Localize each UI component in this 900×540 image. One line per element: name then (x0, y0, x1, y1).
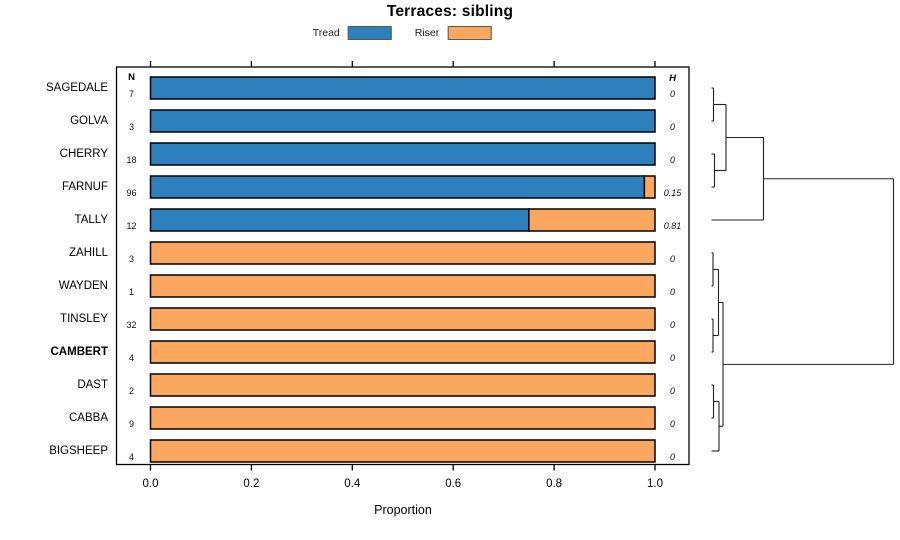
h-column-header: H (669, 73, 676, 84)
row-label: TALLY (74, 214, 108, 226)
row-label: WAYDEN (58, 280, 108, 292)
legend: Tread Riser (313, 25, 492, 41)
bar-segment-riser (528, 208, 656, 232)
row-n-value: 4 (128, 452, 134, 462)
legend-item-riser: Riser (415, 26, 492, 40)
row-n-value: 32 (126, 320, 137, 330)
bar-segment-riser (149, 373, 656, 397)
row-label: CABBA (69, 412, 108, 424)
row-label: ZAHILL (69, 247, 108, 259)
row-h-value: 0 (669, 155, 675, 165)
n-column-header: N (128, 72, 135, 83)
bar-segment-riser (643, 175, 656, 199)
row-n-value: 96 (126, 188, 137, 198)
bar-segment-tread (149, 175, 646, 199)
row-h-value: 0 (669, 89, 675, 99)
row-n-value: 7 (128, 89, 134, 99)
row-label: FARNUF (62, 181, 108, 193)
legend-label-tread: Tread (312, 27, 340, 39)
row-n-value: 18 (126, 155, 137, 165)
row-h-value: 0 (669, 320, 675, 330)
row-label: BIGSHEEP (49, 445, 108, 457)
bar-segment-riser (149, 439, 656, 463)
bar-segment-tread (149, 208, 530, 232)
row-label: CAMBERT (50, 346, 109, 358)
x-tick-label: 0.0 (142, 478, 159, 490)
row-h-value: 0 (669, 287, 675, 297)
legend-label-riser: Riser (414, 27, 440, 39)
legend-swatch-riser (447, 26, 492, 40)
row-n-value: 12 (126, 221, 137, 231)
bar-segment-tread (149, 109, 656, 133)
row-label: GOLVA (70, 115, 108, 127)
row-h-value: 0 (669, 353, 675, 363)
row-h-value: 0 (669, 254, 675, 264)
bar-segment-riser (149, 274, 656, 298)
row-label: CHERRY (59, 148, 108, 160)
row-h-value: 0 (669, 122, 675, 132)
x-tick-label: 0.8 (546, 478, 563, 490)
row-h-value: 0 (669, 452, 675, 462)
row-label: SAGEDALE (46, 82, 108, 94)
row-h-value: 0.15 (663, 188, 682, 198)
row-n-value: 4 (128, 353, 134, 363)
bar-segment-riser (149, 340, 656, 364)
row-n-value: 3 (128, 122, 134, 132)
row-n-value: 1 (128, 287, 134, 297)
x-tick-label: 0.2 (243, 478, 260, 490)
bar-segment-riser (149, 241, 656, 265)
bar-segment-riser (149, 406, 656, 430)
legend-swatch-tread (347, 26, 392, 40)
x-tick-label: 1.0 (647, 478, 663, 490)
legend-item-tread: Tread (313, 26, 392, 40)
plot-frame (115, 66, 690, 466)
bar-segment-riser (149, 307, 656, 331)
x-axis-label: Proportion (374, 503, 432, 517)
row-n-value: 9 (128, 419, 134, 429)
bar-segment-tread (149, 142, 656, 166)
row-label: TINSLEY (60, 313, 108, 325)
row-h-value: 0 (669, 386, 675, 396)
row-label: DAST (77, 379, 108, 391)
row-h-value: 0 (669, 419, 675, 429)
row-n-value: 2 (128, 386, 134, 396)
bar-segment-tread (149, 76, 656, 100)
x-tick-label: 0.6 (445, 478, 462, 490)
row-n-value: 3 (128, 254, 134, 264)
x-tick-label: 0.4 (344, 478, 361, 490)
row-h-value: 0.81 (663, 221, 682, 231)
chart-title: Terraces: sibling (386, 3, 514, 20)
